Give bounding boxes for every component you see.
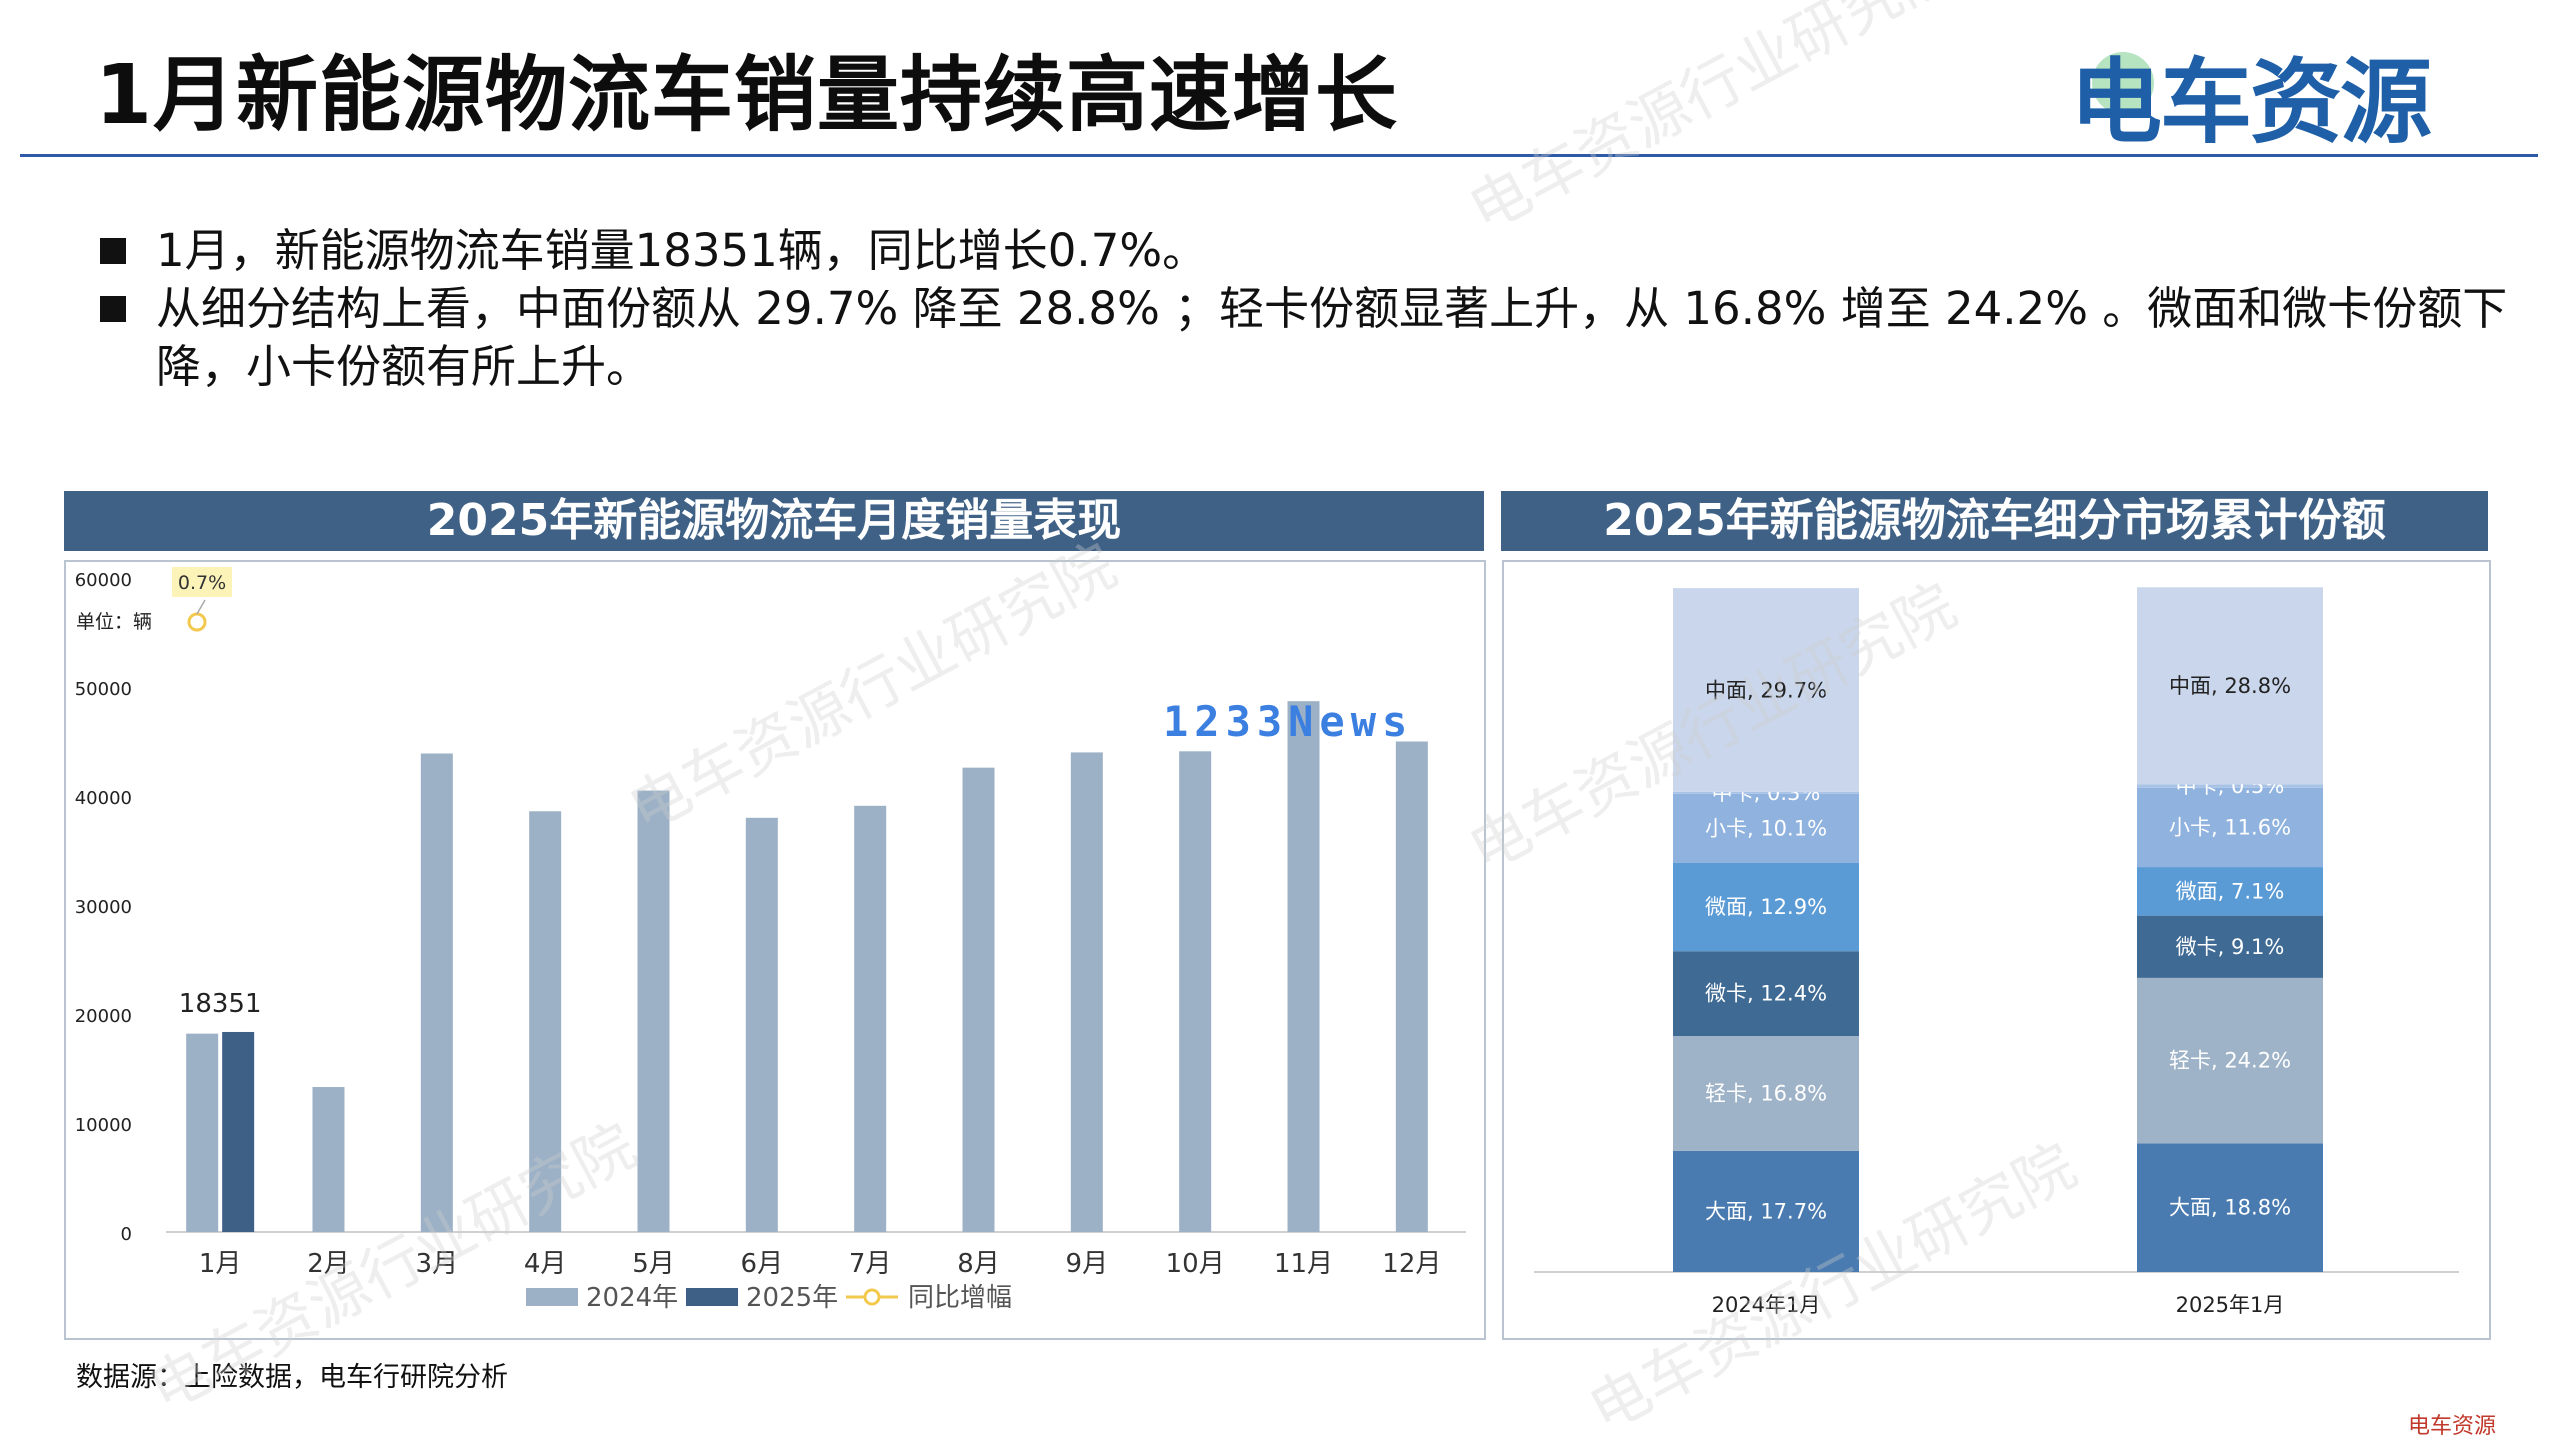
bar-2024-1月 — [186, 1033, 219, 1232]
segment-label: 轻卡, 24.2% — [2169, 1049, 2291, 1073]
stack-segment-大面 — [1673, 1150, 1859, 1272]
bar-2024-4月 — [529, 811, 562, 1232]
bullet-item-2: 从细分结构上看，中面份额从 29.7% 降至 28.8% ；轻卡份额显著上升，从… — [100, 280, 2520, 400]
segment-label: 大面, 17.7% — [1705, 1199, 1827, 1223]
stack-segment-小卡 — [2137, 787, 2323, 868]
x-tick-label: 11月 — [1274, 1249, 1333, 1279]
stack-segment-中面 — [1673, 588, 1859, 792]
bar-2024-11月 — [1287, 701, 1320, 1232]
legend-label: 同比增幅 — [908, 1283, 1012, 1313]
right-panel-title: 2025年新能源物流车细分市场累计份额 — [1501, 491, 2488, 551]
x-tick-label: 6月 — [741, 1249, 784, 1279]
stack-segment-中面 — [2137, 587, 2323, 785]
bullet-square-icon — [100, 296, 126, 322]
legend-label: 2025年 — [746, 1283, 838, 1313]
x-tick-label: 3月 — [416, 1249, 459, 1279]
segment-label: 中面, 28.8% — [2169, 674, 2291, 698]
bullet-item-1: 1月，新能源物流车销量18351辆，同比增长0.7%。 — [100, 222, 2520, 282]
bar-2024-10月 — [1179, 751, 1212, 1232]
x-tick-label: 4月 — [524, 1249, 567, 1279]
bullet-text-1: 1月，新能源物流车销量18351辆，同比增长0.7%。 — [156, 224, 1208, 277]
y-tick-label: 40000 — [75, 788, 132, 809]
stack-segment-微卡 — [1673, 951, 1859, 1037]
legend-label: 2024年 — [586, 1283, 678, 1313]
legend-swatch-2025 — [686, 1288, 738, 1306]
x-tick-label: 10月 — [1166, 1249, 1225, 1279]
growth-label-box — [172, 567, 232, 597]
stack-segment-中卡 — [1673, 791, 1859, 794]
legend-marker-growth — [863, 1288, 881, 1306]
growth-label-leader — [196, 599, 206, 615]
bar-2024-12月 — [1395, 741, 1428, 1232]
y-tick-label: 10000 — [75, 1115, 132, 1136]
bar-2024-8月 — [962, 767, 995, 1232]
unit-label: 单位：辆 — [76, 611, 152, 633]
header-rule — [20, 154, 2538, 157]
segment-label: 中面, 29.7% — [1705, 678, 1827, 702]
bullet-square-icon — [100, 238, 126, 264]
x-tick-label: 2025年1月 — [2176, 1293, 2285, 1317]
y-tick-label: 60000 — [75, 570, 132, 591]
stack-segment-小卡 — [1673, 793, 1859, 863]
segment-label: 小卡, 10.1% — [1705, 816, 1827, 840]
segment-share-chart-panel: 大面, 17.7% 轻卡, 16.8% 微卡, 12.4% 微面, 12.9% 小卡, … — [1502, 560, 2491, 1340]
x-tick-label: 2024年1月 — [1712, 1293, 1821, 1317]
stack-segment-大面 — [2137, 1143, 2323, 1272]
x-tick-label: 5月 — [632, 1249, 675, 1279]
brand-logo-accent — [2092, 52, 2154, 114]
bar-2024-7月 — [854, 805, 887, 1232]
x-tick-label: 1月 — [199, 1249, 242, 1279]
stack-segment-轻卡 — [2137, 977, 2323, 1144]
legend-swatch-2024 — [526, 1288, 578, 1306]
bar-2024-2月 — [312, 1087, 345, 1232]
bullet-text-2: 从细分结构上看，中面份额从 29.7% 降至 28.8% ；轻卡份额显著上升，从… — [156, 282, 2508, 393]
x-tick-label: 9月 — [1066, 1249, 1109, 1279]
x-tick-label: 12月 — [1382, 1249, 1441, 1279]
stack-segment-轻卡 — [1673, 1036, 1859, 1151]
x-tick-label: 2月 — [307, 1249, 350, 1279]
brand-logo: 电车资源 — [2070, 49, 2432, 156]
segment-label: 轻卡, 16.8% — [1705, 1081, 1827, 1105]
segment-label: 小卡, 11.6% — [2169, 815, 2291, 839]
segment-share-chart: 大面, 17.7% 轻卡, 16.8% 微卡, 12.4% 微面, 12.9% 小卡, … — [1534, 587, 2459, 1317]
bar-2024-6月 — [745, 817, 778, 1232]
page-title: 1月新能源物流车销量持续高速增长 — [95, 48, 1399, 143]
bar-2024-9月 — [1070, 752, 1103, 1232]
stack-segment-remainder — [1673, 588, 1859, 589]
bar-2024-3月 — [420, 753, 453, 1232]
y-tick-label: 50000 — [75, 679, 132, 700]
segment-label: 微卡, 9.1% — [2176, 935, 2285, 959]
segment-label: 微卡, 12.4% — [1705, 982, 1827, 1006]
data-label-growth: 0.7% — [178, 572, 226, 594]
y-tick-label: 30000 — [75, 897, 132, 918]
segment-label: 大面, 18.8% — [2169, 1196, 2291, 1220]
data-label-sales: 18351 — [179, 989, 262, 1019]
data-source-note: 数据源：上险数据，电车行研院分析 — [76, 1362, 508, 1393]
y-tick-label: 0 — [121, 1224, 132, 1245]
monthly-sales-chart-panel: 0 10000 20000 30000 40000 50000 60000 单位：辆 1月 2月 3… — [64, 560, 1486, 1340]
stack-segment-微卡 — [2137, 915, 2323, 978]
bar-2025-1月 — [222, 1031, 255, 1232]
monthly-sales-chart: 0 10000 20000 30000 40000 50000 60000 单位：辆 1月 2月 3… — [75, 567, 1466, 1313]
overlay-watermark-logo: 1233News — [1163, 697, 1414, 746]
watermark: 电车资源行业研究院 — [1457, 0, 1968, 247]
stack-segment-微面 — [1673, 862, 1859, 952]
bar-2024-5月 — [637, 790, 670, 1232]
footer-brand-logo: 电车资源 — [2408, 1414, 2497, 1439]
stack-segment-中卡 — [2137, 784, 2323, 788]
segment-label: 微面, 12.9% — [1705, 895, 1827, 919]
stack-segment-微面 — [2137, 867, 2323, 916]
segment-label: 微面, 7.1% — [2176, 879, 2285, 903]
x-tick-label: 7月 — [849, 1249, 892, 1279]
growth-rate-marker — [187, 612, 207, 632]
y-tick-label: 20000 — [75, 1006, 132, 1027]
x-tick-label: 8月 — [957, 1249, 1000, 1279]
left-panel-title: 2025年新能源物流车月度销量表现 — [64, 491, 1484, 551]
